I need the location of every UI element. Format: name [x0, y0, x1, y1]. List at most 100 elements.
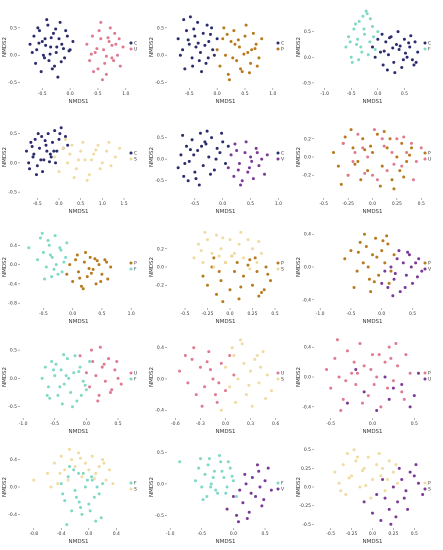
series-C — [371, 30, 420, 75]
data-point — [369, 144, 373, 148]
data-point — [249, 369, 253, 373]
data-point — [200, 70, 204, 74]
data-point — [197, 183, 201, 187]
data-point — [396, 30, 400, 34]
legend-label: S — [134, 157, 137, 163]
data-point — [206, 283, 209, 287]
data-point — [185, 29, 188, 33]
data-point — [221, 236, 225, 240]
legend-label: P — [281, 47, 284, 53]
data-point — [29, 140, 33, 144]
data-point — [119, 382, 123, 386]
data-point — [393, 71, 397, 75]
data-point — [230, 254, 234, 258]
data-point — [91, 267, 95, 271]
data-point — [65, 523, 69, 527]
series-P — [325, 338, 412, 413]
data-point — [390, 150, 394, 154]
data-point — [358, 485, 362, 489]
data-point — [233, 270, 236, 274]
data-point — [110, 388, 114, 392]
data-point — [176, 37, 180, 41]
data-point — [210, 136, 214, 140]
x-tick-label: 0.5 — [411, 421, 418, 427]
x-tick-label: 1.0 — [99, 201, 106, 207]
data-point — [233, 142, 237, 146]
data-point — [43, 56, 47, 60]
data-point — [408, 371, 412, 375]
data-point — [193, 34, 197, 38]
data-point — [257, 164, 261, 168]
data-point — [207, 457, 211, 461]
data-point — [200, 404, 204, 408]
data-point — [59, 248, 63, 252]
x-axis-label: NMDS1 — [215, 429, 235, 435]
data-point — [382, 144, 386, 148]
data-point — [219, 279, 223, 283]
data-point — [245, 517, 249, 521]
legend-label: S — [428, 487, 431, 493]
x-tick-label: 0.4 — [113, 531, 120, 537]
data-point — [46, 23, 50, 27]
data-point — [242, 274, 245, 278]
legend-label: P — [428, 371, 431, 377]
data-point — [409, 34, 413, 38]
data-point — [71, 279, 75, 283]
data-point — [196, 20, 200, 24]
data-point — [53, 64, 57, 68]
data-point — [243, 34, 247, 38]
data-point — [34, 173, 38, 177]
legend-marker — [129, 151, 133, 155]
data-point — [236, 38, 240, 42]
data-point — [359, 45, 363, 49]
data-point — [88, 255, 92, 259]
data-point — [79, 393, 83, 397]
data-point — [52, 461, 56, 465]
data-point — [235, 260, 239, 264]
data-point — [94, 519, 98, 523]
y-tick-label: -0.5 — [155, 80, 164, 86]
y-tick-label: -0.2 — [155, 283, 164, 289]
data-point — [52, 149, 56, 153]
data-point — [194, 45, 198, 49]
data-point — [40, 231, 44, 235]
data-point — [78, 354, 82, 358]
data-point — [358, 240, 362, 244]
data-point — [116, 376, 120, 380]
series-V — [380, 249, 424, 298]
data-point — [266, 466, 270, 470]
data-point — [43, 365, 47, 369]
x-axis-label: NMDS1 — [362, 429, 382, 435]
data-point — [251, 283, 254, 287]
data-point — [383, 360, 387, 364]
data-point — [224, 53, 227, 57]
data-point — [353, 150, 357, 154]
series-C — [28, 18, 75, 79]
data-point — [377, 451, 381, 455]
legend-marker — [129, 371, 133, 375]
data-point — [196, 41, 200, 45]
data-point — [404, 273, 408, 277]
data-point — [269, 279, 272, 283]
data-point — [83, 383, 87, 387]
x-tick-label: -0.5 — [319, 201, 328, 207]
data-point — [239, 67, 243, 71]
data-point — [412, 63, 416, 67]
data-point — [203, 385, 207, 389]
data-point — [186, 381, 190, 385]
data-point — [404, 353, 408, 357]
scatter-panel-13: -0.8 -0.4 0.0 0.4 -0.4 0.0 0.4 NMDS1 NMDS2 FS — [2, 447, 137, 545]
data-point — [257, 56, 261, 60]
legend-marker — [423, 377, 427, 381]
data-point — [379, 405, 383, 409]
data-point — [87, 502, 91, 506]
data-point — [387, 459, 391, 463]
data-point — [392, 60, 396, 64]
data-point — [339, 489, 343, 493]
x-tick-label: 0.5 — [241, 91, 248, 97]
y-axis-label: NMDS2 — [149, 147, 155, 167]
data-point — [386, 478, 390, 482]
data-point — [201, 260, 205, 264]
data-point — [363, 32, 367, 36]
data-point — [200, 485, 204, 489]
